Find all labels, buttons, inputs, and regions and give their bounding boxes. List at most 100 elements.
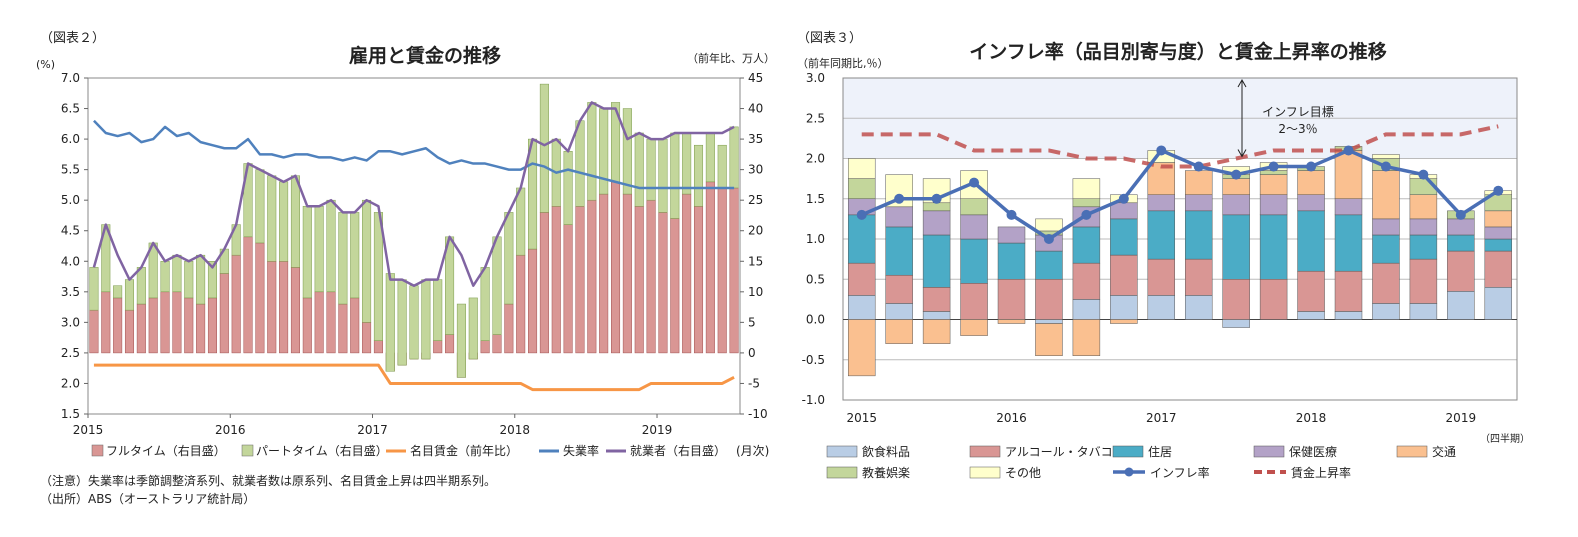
chart-right-legend-swatch [969, 466, 1001, 479]
chart-right-bar-segment [1184, 170, 1213, 195]
chart-right-x-tick-label: 2015 [846, 411, 877, 425]
chart-left-bar-parttime [113, 285, 123, 299]
chart-right-x-tick-label: 2018 [1296, 411, 1327, 425]
chart-right-bar-segment [885, 226, 913, 276]
chart-left-bar-parttime [587, 102, 597, 201]
chart-left-bar-parttime [124, 279, 135, 311]
chart-right-legend-swatch [1112, 445, 1144, 458]
chart-right-legend-label: 交通 [1432, 444, 1456, 459]
chart-right-bar-segment [960, 198, 988, 216]
chart-left-bar-parttime [290, 175, 300, 268]
chart-right-bar-segment [1147, 210, 1176, 260]
chart-right-annotation-line1: インフレ目標 [1262, 105, 1334, 119]
chart-right-title: インフレ率（品目別寄与度）と賃金上昇率の推移 [969, 40, 1386, 63]
chart-right-bar-segment [1072, 198, 1101, 208]
chart-left-bar-parttime [480, 267, 490, 341]
chart-right-bar-segment [1184, 258, 1213, 296]
chart-right-bar-segment [1334, 150, 1363, 199]
chart-left-bar-fulltime [717, 187, 727, 354]
chart-left-x-tick-label: 2019 [642, 423, 673, 437]
chart-left-bar-fulltime [622, 193, 632, 354]
chart-left-bar-fulltime [350, 297, 360, 354]
chart-right-plot-frame [842, 77, 1518, 401]
chart-left-bar-parttime [705, 132, 715, 183]
chart-right-x-tick-label: 2019 [1446, 411, 1477, 425]
chart-left-title: 雇用と賃金の推移 [349, 44, 501, 67]
chart-left-bar-fulltime [658, 212, 668, 354]
chart-left-bar-parttime [89, 267, 99, 311]
chart-right-bar-segment [922, 202, 951, 212]
chart-left-bar-fulltime [89, 309, 99, 354]
chart-right-bar-segment [847, 262, 876, 296]
chart-left-bar-parttime [172, 254, 182, 293]
chart-right-bar-segment [1259, 214, 1288, 280]
chart-right-bar-segment [847, 158, 876, 179]
chart-left-bar-fulltime [480, 340, 490, 354]
chart-left-bar-parttime [136, 267, 146, 305]
chart-left-plot-frame [87, 77, 741, 415]
chart-right-bar-segment [1072, 226, 1101, 264]
chart-right-bar-segment [1297, 270, 1325, 312]
chart-right-inflation-point [1193, 161, 1204, 172]
chart-left-right-tick-label: 15 [748, 254, 763, 268]
chart-left-bar-parttime [504, 212, 514, 305]
chart-left-bar-fulltime [551, 206, 561, 354]
chart-right-inflation-point [1268, 161, 1279, 172]
chart-left-line-employment [92, 101, 735, 287]
chart-left-line-unemployment [93, 119, 735, 190]
chart-left-bar-parttime [385, 273, 395, 372]
chart-left-bar-parttime [563, 151, 573, 225]
chart-right-bar-segment [1110, 319, 1138, 324]
chart-right-bar-segment [1372, 218, 1400, 236]
chart-right-bar-segment [997, 226, 1026, 244]
chart-left-left-tick-label: 6.5 [61, 102, 80, 116]
chart-right-bar-segment [922, 319, 951, 344]
chart-left-legend-label: 失業率 [563, 443, 599, 458]
chart-right-inflation-point [1455, 209, 1466, 220]
chart-right-bar-segment [1372, 170, 1400, 220]
chart-left-right-tick-label: 10 [748, 285, 763, 299]
chart-right-legend-label: 住居 [1148, 445, 1172, 459]
chart-right-bar-segment [960, 283, 988, 320]
chart-left-left-tick-label: 2.0 [61, 376, 80, 390]
chart-right-bar-segment [885, 206, 913, 228]
chart-right-bar-segment [997, 279, 1026, 320]
chart-left-bar-fulltime [136, 303, 146, 354]
chart-left-legend-swatch [241, 444, 254, 457]
chart-left-bar-parttime [196, 254, 206, 305]
chart-left-right-tick-label: 0 [748, 346, 756, 360]
chart-left-bar-parttime [338, 212, 348, 305]
chart-right-inflation-point [1043, 234, 1054, 244]
chart-right-bar-segment [1372, 234, 1400, 264]
chart-left-right-tick-label: 30 [748, 163, 763, 177]
chart-left-bar-fulltime [373, 340, 383, 354]
chart-left-left-tick-label: 3.5 [61, 285, 80, 299]
chart-left-bar-fulltime [599, 193, 609, 354]
chart-right-inflation-point [1118, 193, 1129, 204]
chart-left-bar-fulltime [693, 206, 704, 354]
chart-left-bar-fulltime [338, 303, 348, 354]
chart-right-ylabel: （前年同期比,％） [797, 56, 889, 70]
chart-right-bar-segment [922, 311, 951, 320]
chart-left-bar-fulltime [184, 297, 194, 354]
chart-right-bar-segment [1184, 194, 1213, 212]
chart-right-bar-segment [1372, 262, 1400, 304]
chart-left-bar-fulltime [729, 187, 739, 354]
chart-left-bar-parttime [409, 285, 419, 360]
chart-left-left-tick-label: 6.0 [61, 132, 80, 146]
chart-left-bar-parttime [717, 144, 727, 189]
chart-left-bar-fulltime [255, 242, 265, 354]
chart-left-right-tick-label: 45 [748, 71, 763, 85]
chart-left-bar-parttime [302, 206, 312, 299]
chart-right-bar-segment [1072, 299, 1101, 320]
chart-left-bar-fulltime [314, 291, 324, 354]
chart-left-right-tick-label: 20 [748, 224, 763, 238]
chart-right-legend-label: インフレ率 [1150, 465, 1210, 480]
chart-right-bar-segment [1035, 323, 1063, 356]
chart-right-line-inflation [861, 148, 1500, 242]
chart-left-bar-fulltime [207, 297, 217, 354]
chart-right-bar-segment [1222, 319, 1250, 328]
chart-right-legend-label: 飲食料品 [862, 444, 910, 459]
chart-right-bar-segment [1484, 238, 1513, 252]
chart-left-source: （出所）ABS（オーストラリア統計局） [40, 492, 256, 506]
